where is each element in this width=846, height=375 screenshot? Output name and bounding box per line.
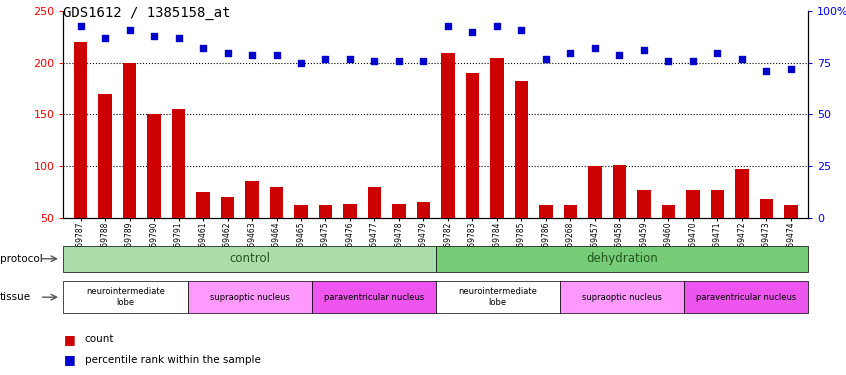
Bar: [172, 109, 185, 269]
Point: [539, 56, 552, 62]
Text: ■: ■: [63, 354, 75, 366]
Bar: [760, 199, 773, 269]
Point: [343, 56, 357, 62]
Bar: [784, 205, 798, 269]
Point: [563, 50, 577, 55]
Point: [74, 22, 87, 29]
Text: ■: ■: [63, 333, 75, 346]
Text: paraventricular nucleus: paraventricular nucleus: [323, 292, 424, 302]
Bar: [294, 205, 308, 269]
Bar: [684, 281, 808, 313]
Text: control: control: [229, 252, 270, 265]
Point: [588, 45, 602, 51]
Bar: [393, 204, 406, 269]
Bar: [560, 281, 684, 313]
Text: paraventricular nucleus: paraventricular nucleus: [695, 292, 796, 302]
Bar: [270, 187, 283, 269]
Bar: [221, 197, 234, 269]
Point: [221, 50, 234, 55]
Text: tissue: tissue: [0, 292, 31, 302]
Bar: [319, 205, 332, 269]
Bar: [188, 281, 311, 313]
Bar: [588, 166, 602, 269]
Text: neurointermediate
lobe: neurointermediate lobe: [86, 288, 165, 307]
Bar: [735, 169, 749, 269]
Bar: [436, 246, 808, 272]
Bar: [465, 73, 479, 269]
Point: [123, 27, 136, 33]
Point: [711, 50, 724, 55]
Point: [393, 58, 406, 64]
Bar: [613, 165, 626, 269]
Text: dehydration: dehydration: [586, 252, 657, 265]
Point: [196, 45, 210, 51]
Bar: [514, 81, 528, 269]
Bar: [637, 190, 651, 269]
Bar: [63, 246, 436, 272]
Point: [368, 58, 382, 64]
Bar: [196, 192, 210, 269]
Point: [319, 56, 332, 62]
Point: [490, 22, 503, 29]
Point: [735, 56, 749, 62]
Bar: [442, 53, 454, 269]
Point: [465, 29, 479, 35]
Bar: [368, 187, 382, 269]
Bar: [539, 205, 552, 269]
Text: neurointermediate
lobe: neurointermediate lobe: [459, 288, 537, 307]
Bar: [147, 114, 161, 269]
Bar: [417, 202, 430, 269]
Bar: [490, 58, 503, 269]
Text: GDS1612 / 1385158_at: GDS1612 / 1385158_at: [63, 6, 231, 20]
Point: [784, 66, 798, 72]
Point: [147, 33, 161, 39]
Bar: [711, 190, 724, 269]
Bar: [686, 190, 700, 269]
Bar: [63, 281, 188, 313]
Bar: [74, 42, 87, 269]
Bar: [311, 281, 436, 313]
Text: supraoptic nucleus: supraoptic nucleus: [210, 292, 289, 302]
Bar: [98, 94, 112, 269]
Bar: [662, 205, 675, 269]
Point: [662, 58, 675, 64]
Bar: [436, 281, 560, 313]
Point: [637, 48, 651, 54]
Text: count: count: [85, 334, 114, 344]
Point: [172, 35, 185, 41]
Bar: [343, 204, 357, 269]
Point: [294, 60, 308, 66]
Point: [98, 35, 112, 41]
Point: [245, 52, 259, 58]
Bar: [563, 205, 577, 269]
Bar: [245, 182, 259, 269]
Point: [514, 27, 528, 33]
Bar: [123, 63, 136, 269]
Point: [613, 52, 626, 58]
Text: supraoptic nucleus: supraoptic nucleus: [582, 292, 662, 302]
Text: percentile rank within the sample: percentile rank within the sample: [85, 355, 261, 365]
Point: [441, 22, 454, 29]
Point: [686, 58, 700, 64]
Point: [270, 52, 283, 58]
Point: [417, 58, 431, 64]
Text: protocol: protocol: [0, 254, 43, 264]
Point: [760, 68, 773, 74]
